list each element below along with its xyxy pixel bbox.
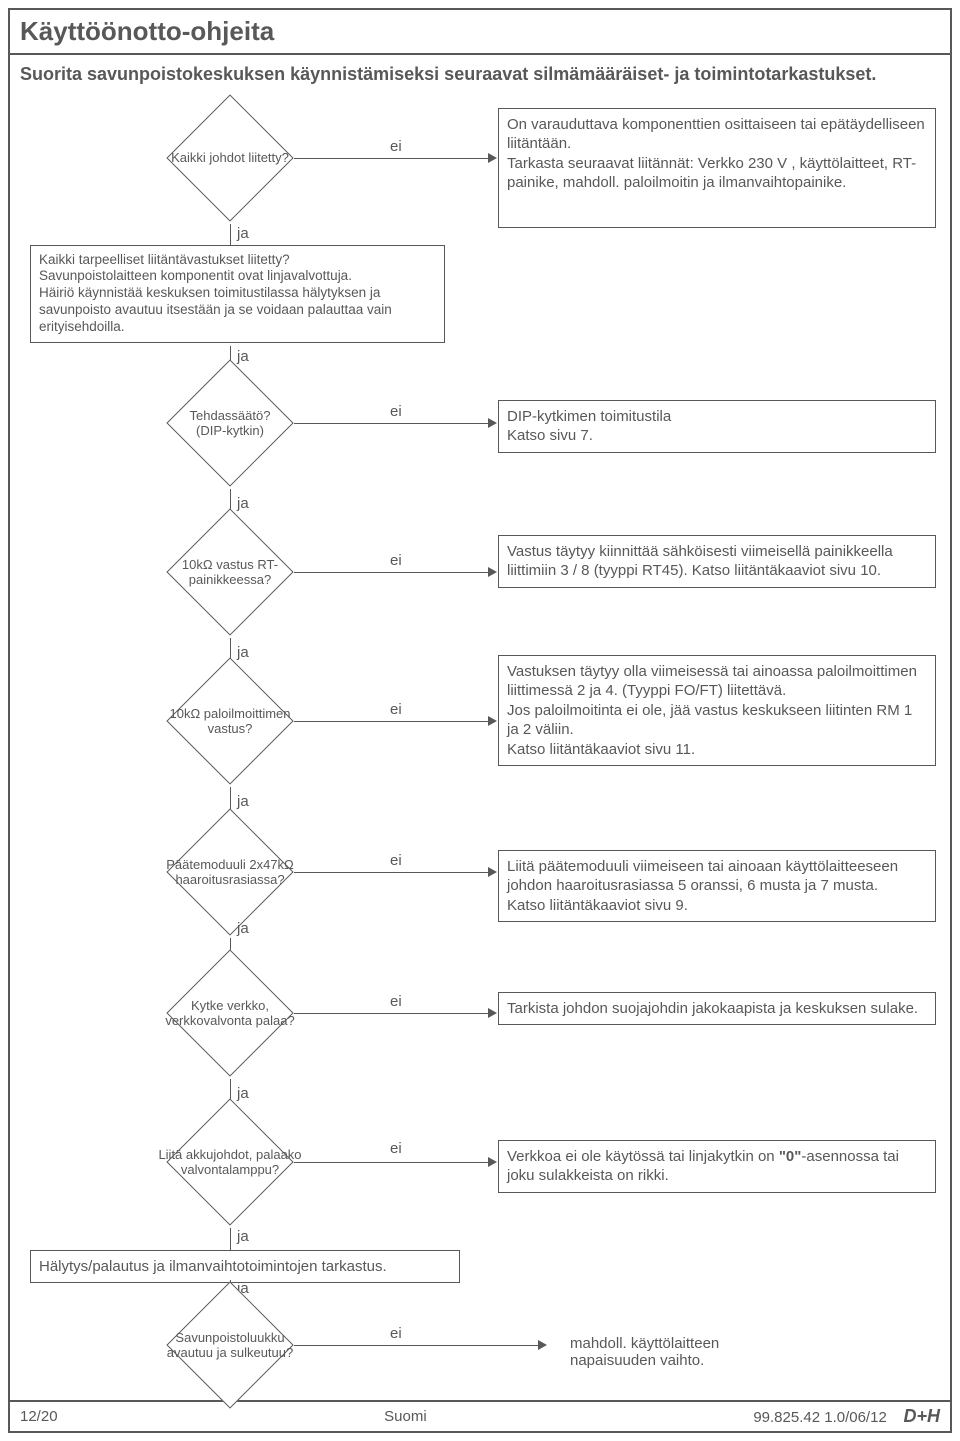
b7-text-a: Verkkoa ei ole käytössä tai linjakytkin … <box>507 1148 779 1165</box>
decision-d8 <box>166 1281 293 1408</box>
decision-d4 <box>166 657 293 784</box>
process-box-mid: Kaikki tarpeelliset liitäntävastukset li… <box>30 245 445 343</box>
page-subtitle: Suorita savunpoistokeskuksen käynnistämi… <box>10 55 950 90</box>
b4-text: Vastuksen täytyy olla viimeisessä tai ai… <box>507 663 917 758</box>
decision-d7 <box>166 1098 293 1225</box>
decision-d5 <box>166 808 293 935</box>
label-yes: ja <box>237 1085 249 1102</box>
arrow <box>488 1008 497 1018</box>
label-yes: ja <box>237 348 249 365</box>
b1-text: On varauduttava komponenttien osittaisee… <box>507 116 925 192</box>
connector <box>294 423 490 424</box>
label-yes: ja <box>237 644 249 661</box>
info-box-b4: Vastuksen täytyy olla viimeisessä tai ai… <box>498 655 936 767</box>
decision-d2 <box>166 359 293 486</box>
connector <box>294 1162 490 1163</box>
b7-text-b: "0" <box>779 1148 802 1165</box>
page-footer: 12/20 Suomi 99.825.42 1.0/06/12 D+H <box>10 1400 950 1431</box>
label-no: ei <box>390 138 402 155</box>
arrow <box>488 1157 497 1167</box>
footer-right: 99.825.42 1.0/06/12 <box>753 1409 886 1426</box>
info-box-b6: Tarkista johdon suojajohdin jakokaapista… <box>498 992 936 1026</box>
page-title: Käyttöönotto-ohjeita <box>20 16 940 47</box>
label-no: ei <box>390 1140 402 1157</box>
label-yes: ja <box>237 793 249 810</box>
arrow <box>488 567 497 577</box>
footer-left: 12/20 <box>20 1408 58 1425</box>
label-yes: ja <box>237 1228 249 1245</box>
info-box-b3: Vastus täytyy kiinnittää sähköisesti vii… <box>498 535 936 588</box>
label-no: ei <box>390 403 402 420</box>
info-box-b5: Liitä päätemoduuli viimeiseen tai ainoaa… <box>498 850 936 923</box>
label-no: ei <box>390 701 402 718</box>
b5-text: Liitä päätemoduuli viimeiseen tai ainoaa… <box>507 858 898 914</box>
label-no: ei <box>390 852 402 869</box>
label-no: ei <box>390 552 402 569</box>
arrow <box>488 153 497 163</box>
info-box-b7: Verkkoa ei ole käytössä tai linjakytkin … <box>498 1140 936 1193</box>
arrow <box>538 1340 547 1350</box>
bmid-text: Kaikki tarpeelliset liitäntävastukset li… <box>39 252 392 335</box>
b3-text: Vastus täytyy kiinnittää sähköisesti vii… <box>507 543 893 580</box>
title-box: Käyttöönotto-ohjeita <box>10 10 950 55</box>
info-box-b1: On varauduttava komponenttien osittaisee… <box>498 108 936 228</box>
connector <box>294 1013 490 1014</box>
connector <box>230 1228 231 1250</box>
flowchart-canvas: Kaikki johdot liitetty? ei ja On varaudu… <box>10 90 950 1400</box>
label-no: ei <box>390 993 402 1010</box>
footer-center: Suomi <box>384 1408 427 1425</box>
b6-text: Tarkista johdon suojajohdin jakokaapista… <box>507 1000 918 1017</box>
connector <box>230 224 231 245</box>
label-yes: ja <box>237 495 249 512</box>
b8-text: mahdoll. käyttölaitteen napaisuuden vaih… <box>570 1335 719 1369</box>
connector <box>294 158 490 159</box>
arrow <box>488 867 497 877</box>
arrow <box>488 418 497 428</box>
page-frame: Käyttöönotto-ohjeita Suorita savunpoisto… <box>8 8 952 1433</box>
arrow <box>488 716 497 726</box>
connector <box>294 1345 540 1346</box>
connector <box>294 572 490 573</box>
connector <box>294 721 490 722</box>
decision-d6 <box>166 949 293 1076</box>
label-yes: ja <box>237 920 249 937</box>
info-box-b2: DIP-kytkimen toimitustila Katso sivu 7. <box>498 400 936 453</box>
brand-logo: D+H <box>903 1406 940 1426</box>
label-yes: ja <box>237 225 249 242</box>
decision-d3 <box>166 508 293 635</box>
connector <box>294 872 490 873</box>
footer-right-wrap: 99.825.42 1.0/06/12 D+H <box>753 1406 940 1427</box>
b2-text: DIP-kytkimen toimitustila Katso sivu 7. <box>507 408 671 445</box>
label-no: ei <box>390 1325 402 1342</box>
process-box-check: Hälytys/palautus ja ilmanvaihtotoimintoj… <box>30 1250 460 1284</box>
decision-d1 <box>166 94 293 221</box>
bcheck-text: Hälytys/palautus ja ilmanvaihtotoimintoj… <box>39 1258 387 1275</box>
